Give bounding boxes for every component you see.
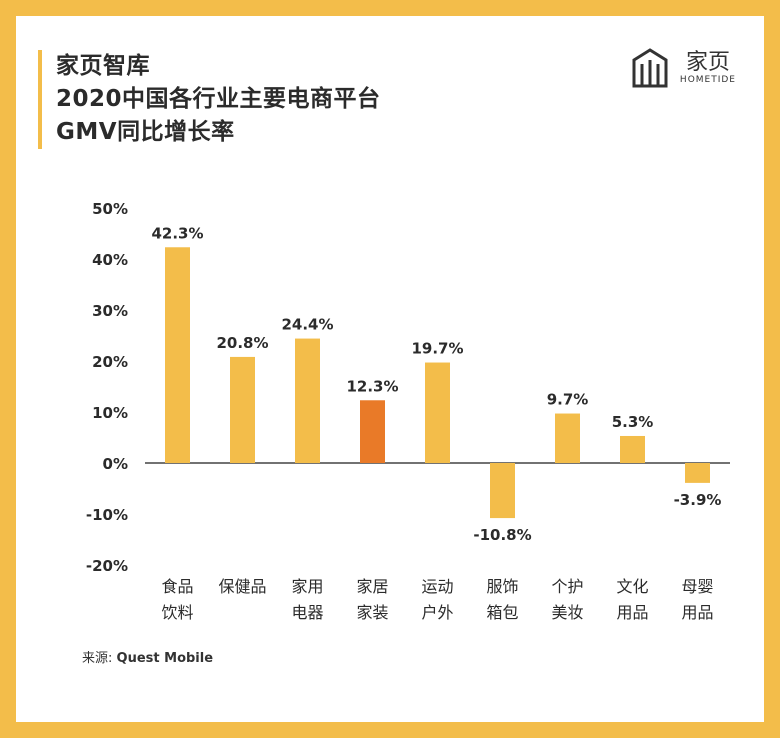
bar [490, 463, 515, 519]
x-category-label: 服饰 [486, 577, 518, 596]
y-tick-label: 30% [92, 302, 128, 320]
title-line-2: 2020中国各行业主要电商平台 [56, 86, 381, 112]
x-category-label: 运动 [421, 577, 453, 596]
x-category-label: 文化 [616, 577, 648, 596]
bar [230, 356, 255, 463]
bar-value-label: 12.3% [346, 377, 398, 395]
title-line-1: 家页智库 [56, 53, 150, 79]
bar-value-label: 20.8% [216, 334, 268, 352]
x-category-label: 个护 [551, 577, 583, 596]
x-category-label: 食品 [161, 577, 193, 596]
y-tick-label: 40% [92, 251, 128, 269]
y-tick-label: 10% [92, 404, 128, 422]
bar [360, 400, 385, 463]
x-category-label: 户外 [421, 603, 453, 622]
bar-value-label: 24.4% [281, 316, 333, 334]
x-category-label: 用品 [616, 603, 648, 622]
bar [425, 362, 450, 463]
title-block: 家页智库 2020中国各行业主要电商平台 GMV同比增长率 [38, 50, 381, 149]
source-label: 来源: [82, 651, 113, 666]
x-category-label: 电器 [291, 603, 323, 622]
chart-card: 家页智库 2020中国各行业主要电商平台 GMV同比增长率 家页 HOMETID… [16, 16, 764, 722]
brand-logo: 家页 HOMETIDE [628, 46, 736, 90]
bar-value-label: 42.3% [151, 224, 203, 242]
bar-value-label: 19.7% [411, 340, 463, 358]
x-category-label: 母婴 [681, 577, 713, 596]
y-tick-label: -20% [86, 557, 128, 575]
x-category-label: 箱包 [486, 603, 518, 622]
x-category-label: 家装 [356, 603, 388, 622]
bar [555, 413, 580, 463]
x-category-label: 保健品 [218, 577, 266, 596]
x-category-label: 用品 [681, 603, 713, 622]
bar-value-label: 9.7% [547, 391, 589, 409]
bar [620, 435, 645, 463]
x-category-label: 饮料 [161, 603, 193, 622]
y-tick-label: 0% [103, 455, 128, 473]
bar-value-label: 5.3% [612, 413, 654, 431]
y-tick-label: -10% [86, 506, 128, 524]
brand-name-cn: 家页 [685, 50, 730, 75]
title-line-3: GMV同比增长率 [56, 119, 235, 145]
bar-value-label: -3.9% [674, 491, 722, 509]
bar [685, 463, 710, 483]
bar-value-label: -10.8% [473, 526, 531, 544]
source-name: Quest Mobile [116, 651, 214, 666]
source-note: 来源: Quest Mobile [82, 647, 213, 666]
hometide-logo-icon [632, 48, 668, 88]
y-tick-label: 20% [92, 353, 128, 371]
y-tick-label: 50% [92, 200, 128, 218]
bar [165, 247, 190, 463]
x-category-label: 家居 [356, 577, 388, 596]
bar [295, 338, 320, 463]
x-category-label: 家用 [291, 577, 323, 596]
x-category-label: 美妆 [551, 603, 583, 622]
brand-name-en: HOMETIDE [679, 75, 736, 85]
